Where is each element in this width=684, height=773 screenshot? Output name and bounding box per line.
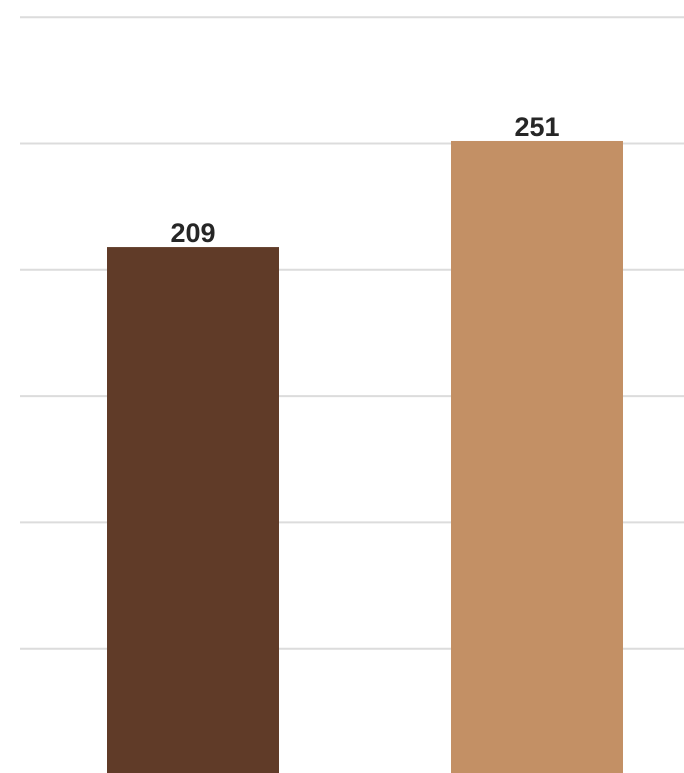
bars (107, 140, 623, 773)
data-labels: 209 251 (170, 112, 559, 248)
bar-2-value-label: 251 (514, 112, 559, 142)
bar-2 (451, 140, 623, 773)
bar-1-value-label: 209 (170, 218, 215, 248)
bar-1 (107, 247, 279, 773)
